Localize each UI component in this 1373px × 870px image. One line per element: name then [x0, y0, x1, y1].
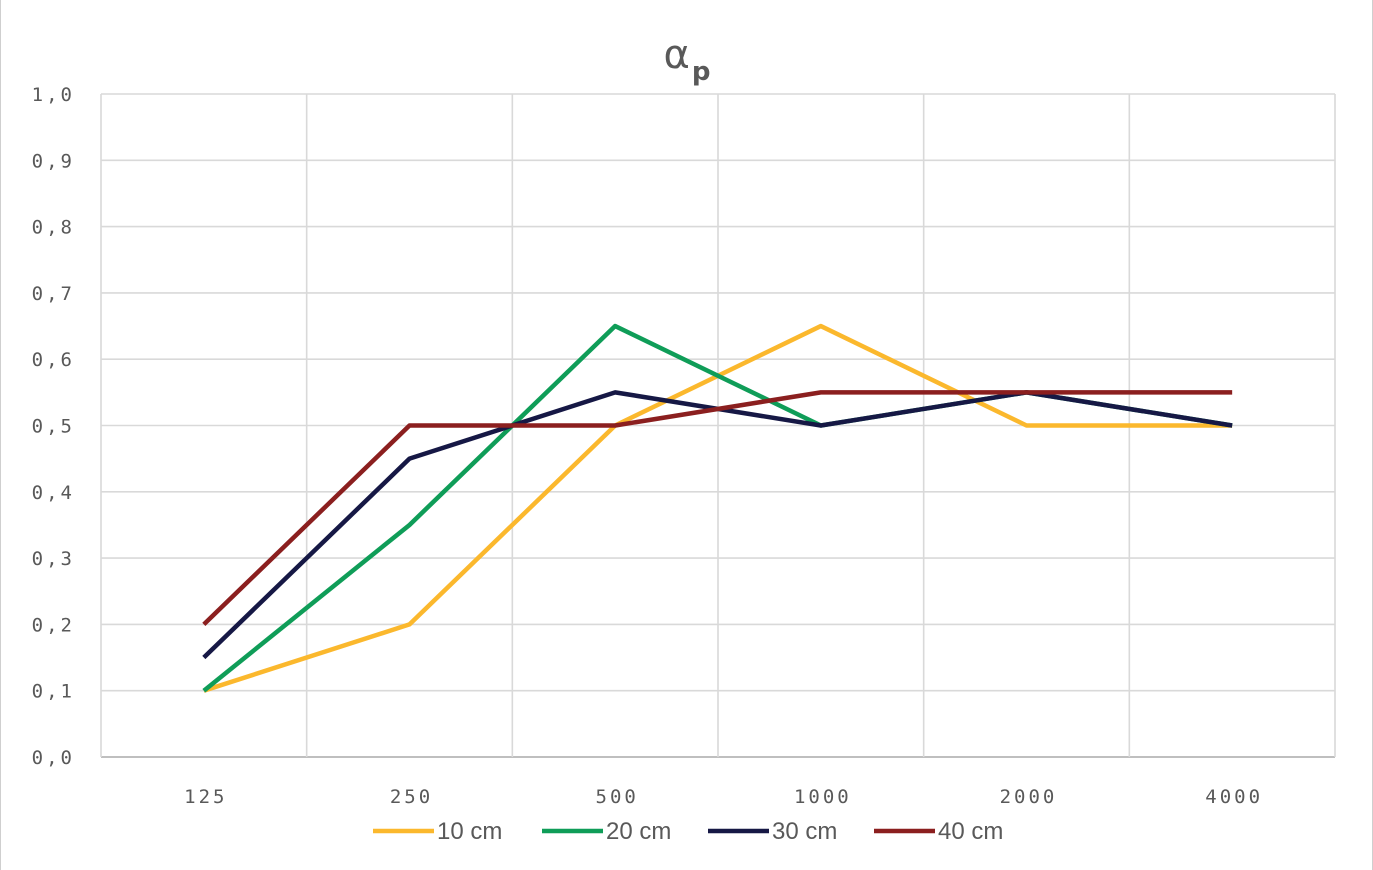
series-lines — [202, 323, 1233, 693]
x-tick-label: 4000 — [1205, 786, 1263, 808]
y-axis-tick-labels: 0,0 0,1 0,2 0,3 0,4 0,5 0,6 0,7 0,8 0,9 1,0 — [32, 84, 75, 769]
legend-label: 20 cm — [606, 818, 671, 845]
series-line-40-cm — [202, 390, 1233, 627]
x-tick-label: 250 — [390, 786, 433, 808]
x-axis-tick-labels: 125 250 500 1000 2000 4000 — [184, 786, 1263, 808]
y-tick-label: 0,1 — [32, 681, 75, 703]
legend-label: 30 cm — [772, 818, 837, 845]
x-tick-label: 1000 — [794, 786, 852, 808]
y-tick-label: 0,4 — [32, 482, 75, 504]
chart-title: αp — [664, 32, 711, 87]
chart-title-subscript: p — [692, 57, 711, 87]
y-tick-label: 0,7 — [32, 283, 75, 305]
chart-title-main: α — [664, 32, 690, 78]
y-tick-label: 0,5 — [32, 416, 75, 438]
y-tick-label: 0,3 — [32, 548, 75, 570]
legend-label: 10 cm — [437, 818, 502, 845]
y-tick-label: 0,0 — [32, 747, 75, 769]
y-tick-label: 1,0 — [32, 84, 75, 106]
y-tick-label: 0,8 — [32, 217, 75, 239]
y-tick-label: 0,6 — [32, 349, 75, 371]
legend: 10 cm 20 cm 30 cm 40 cm — [373, 818, 1003, 845]
legend-label: 40 cm — [938, 818, 1003, 845]
x-tick-label: 2000 — [1000, 786, 1058, 808]
x-tick-label: 500 — [596, 786, 639, 808]
x-tick-label: 125 — [184, 786, 227, 808]
y-tick-label: 0,9 — [32, 150, 75, 172]
y-tick-label: 0,2 — [32, 614, 75, 636]
